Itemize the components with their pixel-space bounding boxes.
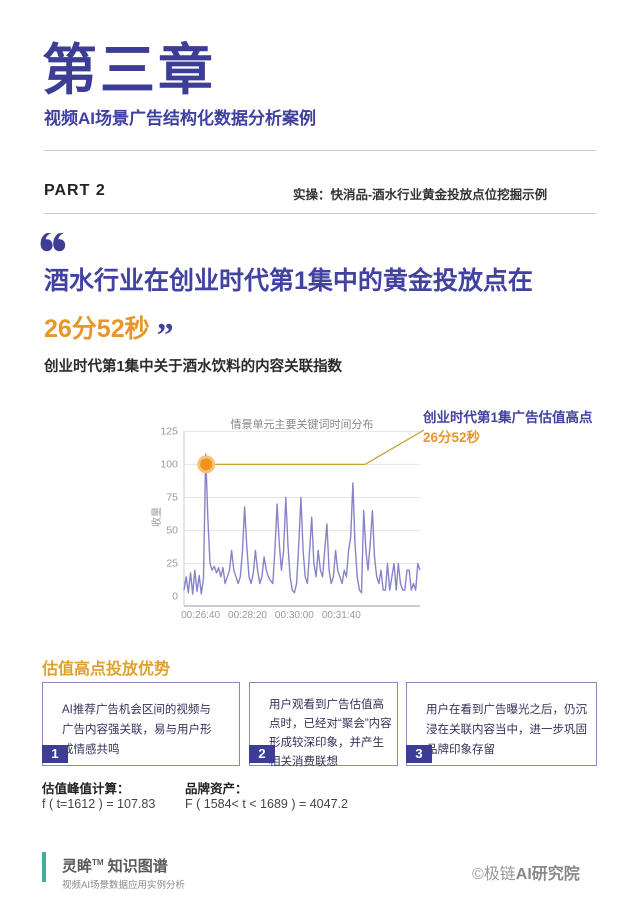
svg-text:50: 50	[166, 525, 178, 537]
svg-text:收量: 收量	[150, 507, 163, 527]
svg-text:情景单元主要关键词时间分布: 情景单元主要关键词时间分布	[231, 417, 374, 431]
svg-text:00:28:20: 00:28:20	[228, 610, 267, 620]
svg-text:00:30:00: 00:30:00	[275, 610, 314, 620]
svg-text:0: 0	[172, 591, 178, 603]
svg-text:125: 125	[160, 425, 178, 437]
svg-text:25: 25	[166, 558, 178, 570]
svg-text:00:31:40: 00:31:40	[322, 610, 361, 620]
svg-text:75: 75	[166, 492, 178, 504]
svg-text:100: 100	[160, 458, 178, 470]
svg-text:00:26:40: 00:26:40	[181, 610, 220, 620]
